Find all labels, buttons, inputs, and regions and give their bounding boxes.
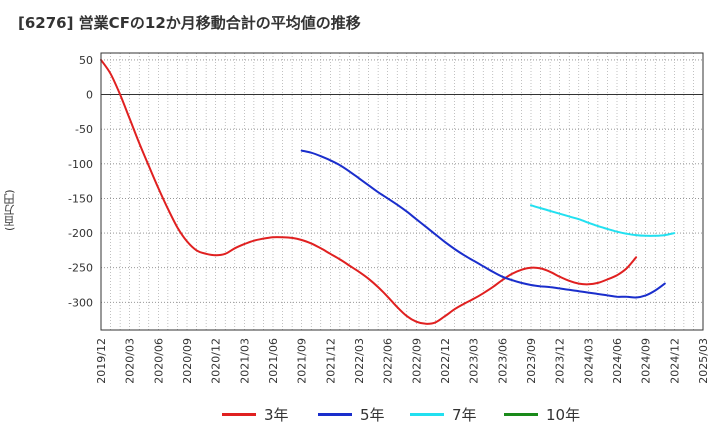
series-line-2 xyxy=(530,204,676,237)
x-tick-label: 2024/09 xyxy=(640,338,653,384)
y-tick-label: -200 xyxy=(68,227,93,240)
x-tick-label: 2021/06 xyxy=(267,338,280,384)
grid-lines xyxy=(100,53,704,330)
legend-swatch-7y xyxy=(410,413,444,416)
plot-frame xyxy=(100,52,704,331)
x-tick-label: 2022/03 xyxy=(353,338,366,384)
y-tick-label: -150 xyxy=(68,192,93,205)
x-tick-label: 2022/06 xyxy=(382,338,395,384)
x-tick-label: 2019/12 xyxy=(95,338,108,384)
legend-label-5y: 5年 xyxy=(360,406,385,424)
legend-label-7y: 7年 xyxy=(452,406,477,424)
legend-label-10y: 10年 xyxy=(546,406,581,424)
y-tick-label: 0 xyxy=(86,89,93,102)
series-layer xyxy=(100,58,676,325)
x-tick-label: 2025/03 xyxy=(697,338,710,384)
x-tick-label: 2024/03 xyxy=(582,338,595,384)
x-tick-label: 2020/12 xyxy=(210,338,223,384)
series-line-1 xyxy=(300,149,666,299)
y-tick-label: -100 xyxy=(68,158,93,171)
x-tick-label: 2022/09 xyxy=(410,338,423,384)
line-chart: 50 0 -50 -100 -150 -200 -250 -300 2019/12 2020/03… xyxy=(68,52,710,384)
x-tick-label: 2020/09 xyxy=(181,338,194,384)
x-tick-label: 2023/03 xyxy=(468,338,481,384)
chart-title: [6276] 営業CFの12か月移動合計の平均値の推移 xyxy=(18,14,361,32)
y-tick-label: -300 xyxy=(68,296,93,309)
x-tick-label: 2023/06 xyxy=(496,338,509,384)
x-tick-label: 2022/12 xyxy=(439,338,452,384)
x-tick-label: 2021/09 xyxy=(296,338,309,384)
axes: 50 0 -50 -100 -150 -200 -250 -300 2019/12 2020/03… xyxy=(68,52,710,384)
x-tick-label: 2023/09 xyxy=(525,338,538,384)
x-tick-label: 2023/12 xyxy=(554,338,567,384)
x-tick-label: 2024/06 xyxy=(611,338,624,384)
x-tick-label: 2021/03 xyxy=(238,338,251,384)
x-tick-label: 2020/06 xyxy=(152,338,165,384)
x-tick-label: 2021/12 xyxy=(324,338,337,384)
x-tick-label: 2020/03 xyxy=(124,338,137,384)
series-line-0 xyxy=(100,58,638,325)
y-tick-label: -50 xyxy=(75,123,93,136)
y-tick-label: -250 xyxy=(68,262,93,275)
legend-swatch-3y xyxy=(222,413,256,416)
x-tick-label: 2024/12 xyxy=(668,338,681,384)
legend-swatch-10y xyxy=(504,413,538,416)
legend-label-3y: 3年 xyxy=(264,406,289,424)
y-tick-label: 50 xyxy=(79,54,93,67)
legend: 3年 5年 7年 10年 xyxy=(0,402,720,426)
legend-swatch-5y xyxy=(318,413,352,416)
